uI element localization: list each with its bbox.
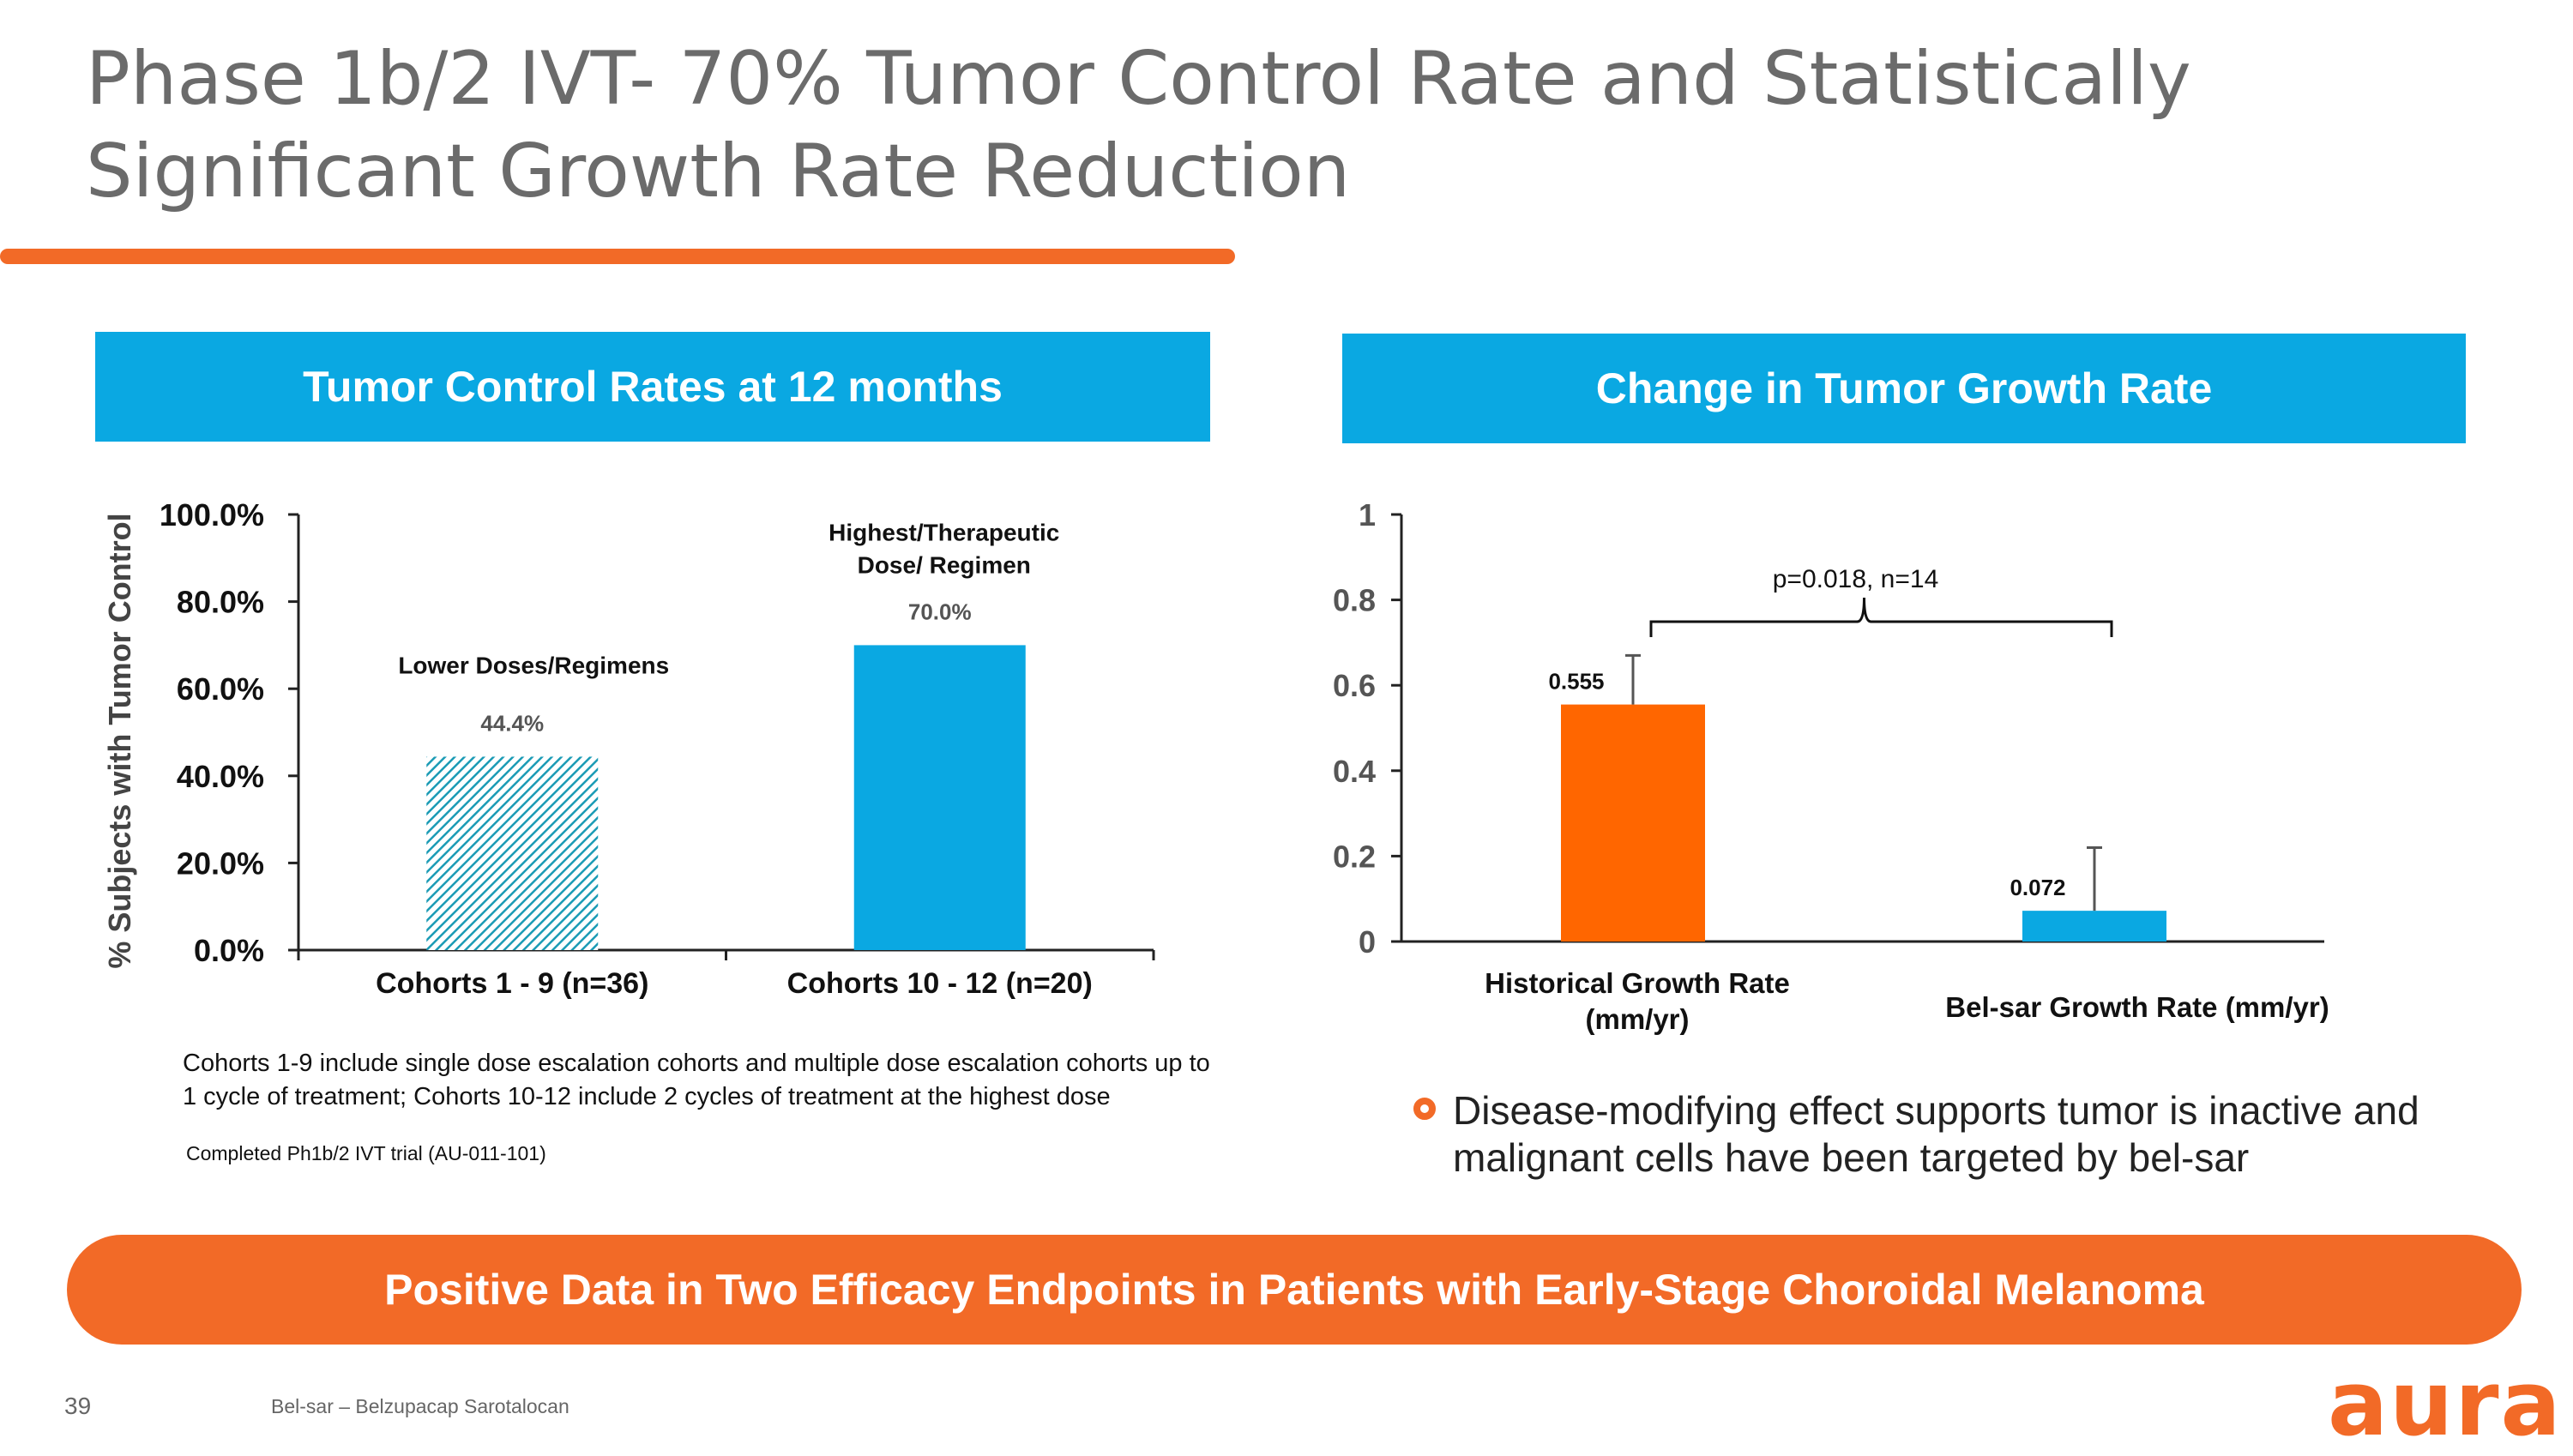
y-tick-label: 0.2: [1333, 839, 1376, 874]
x-tick-label: Cohorts 10 - 12 (n=20): [787, 967, 1093, 1000]
y-tick-label: 0.0%: [194, 933, 264, 968]
y-tick-label: 0.6: [1333, 668, 1376, 703]
summary-banner: Positive Data in Two Efficacy Endpoints …: [67, 1235, 2522, 1345]
significance-bracket: [1649, 597, 2113, 637]
x-tick-label: Cohorts 1 - 9 (n=36): [376, 967, 648, 1000]
bar-value-label: 0.555: [1548, 669, 1604, 695]
x-tick-label: Bel-sar Growth Rate (mm/yr): [1945, 991, 2329, 1023]
y-tick-label: 0.8: [1333, 583, 1376, 618]
y-tick-label: 80.0%: [177, 585, 264, 620]
tumor-control-header: Tumor Control Rates at 12 months: [95, 332, 1210, 442]
y-tick-label: 20.0%: [177, 845, 264, 881]
aura-logo: aura: [2328, 1351, 2563, 1456]
y-tick-label: 0: [1359, 924, 1376, 960]
x-tick-sublabel: (mm/yr): [1585, 1003, 1689, 1035]
trial-note: Completed Ph1b/2 IVT trial (AU-011-101): [186, 1142, 546, 1164]
y-tick-label: 40.0%: [177, 759, 264, 794]
x-tick-label: Historical Growth Rate: [1485, 967, 1790, 999]
y-tick-label: 0.4: [1333, 754, 1376, 789]
y-tick-label: 100.0%: [160, 497, 264, 532]
y-tick-label: 1: [1359, 497, 1376, 532]
highest-dose-annotation-line2: Dose/ Regimen: [858, 551, 1031, 578]
significance-label: p=0.018, n=14: [1773, 565, 1939, 593]
growth-rate-header: Change in Tumor Growth Rate: [1342, 334, 2466, 443]
tumor-control-chart: 0.0% 20.0% 40.0% 60.0% 80.0% 100.0% 44.4% Cohor…: [102, 497, 1155, 1000]
y-tick-label: 60.0%: [177, 671, 264, 707]
y-axis-title: % Subjects with Tumor Control: [102, 513, 137, 968]
lower-dose-annotation: Lower Doses/Regimens: [398, 652, 669, 678]
cohort-footnote: Cohorts 1-9 include single dose escalati…: [183, 1050, 1210, 1110]
key-finding-text: Disease-modifying effect supports tumor …: [1453, 1088, 2419, 1180]
page-number: 39: [64, 1393, 92, 1419]
bar-1: [426, 756, 599, 950]
key-finding-bullet: Disease-modifying effect supports tumor …: [1413, 1087, 2508, 1182]
bar-value-label: 0.072: [2010, 875, 2065, 900]
bar-value-label: 44.4%: [480, 710, 544, 736]
bar-value-label: 70.0%: [908, 599, 972, 624]
bar-2: [853, 645, 1026, 950]
bar-2: [2022, 911, 2166, 942]
highest-dose-annotation-line1: Highest/Therapeutic: [829, 519, 1059, 545]
title-accent-rule: [0, 249, 1235, 264]
slide-title: Phase 1b/2 IVT- 70% Tumor Control Rate a…: [86, 36, 2191, 214]
growth-rate-chart: 0 0.2 0.4 0.6 0.8 1 0.555 0.072 Historical Growt…: [1333, 497, 2329, 1035]
circle-bullet-icon: [1413, 1098, 1436, 1120]
footer-text: Bel-sar – Belzupacap Sarotalocan: [271, 1395, 569, 1417]
bar-1: [1561, 704, 1705, 942]
